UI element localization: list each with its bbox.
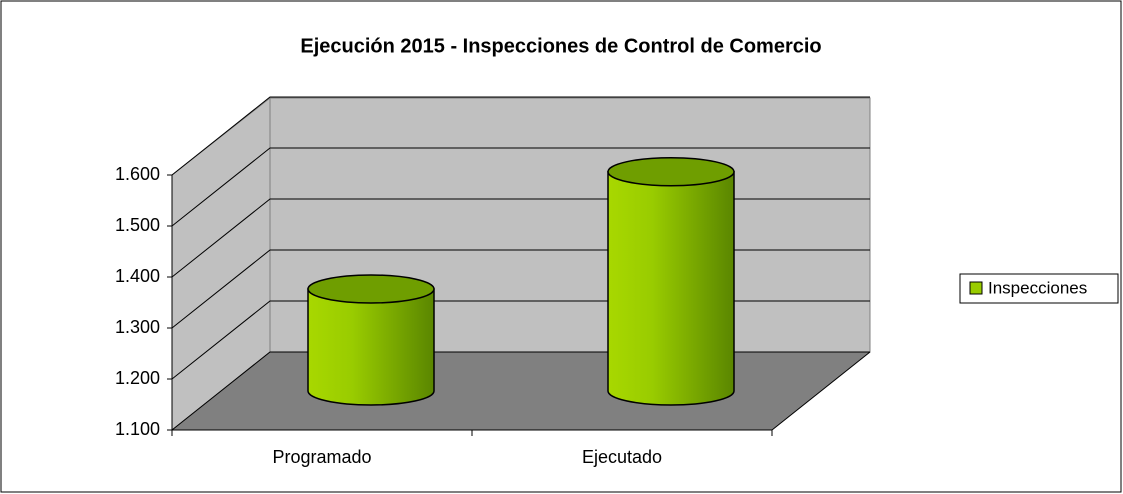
legend-swatch bbox=[969, 281, 983, 295]
y-tick-label: 1.200 bbox=[115, 368, 160, 388]
cylinder bbox=[307, 274, 435, 406]
y-tick-label: 1.400 bbox=[115, 266, 160, 286]
cylinder-top bbox=[307, 274, 435, 304]
floor bbox=[172, 352, 870, 430]
marks bbox=[307, 156, 735, 406]
x-tick-label: Programado bbox=[272, 447, 371, 467]
chart-title: Ejecución 2015 - Inspecciones de Control… bbox=[300, 35, 821, 57]
cylinder-body bbox=[607, 170, 735, 406]
cylinder-top bbox=[607, 156, 735, 187]
x-tick-label: Ejecutado bbox=[582, 447, 662, 467]
y-tick-label: 1.500 bbox=[115, 215, 160, 235]
grid-line bbox=[171, 96, 870, 176]
y-tick-label: 1.100 bbox=[115, 419, 160, 439]
cylinder bbox=[607, 156, 735, 406]
legend-label: Inspecciones bbox=[988, 278, 1087, 297]
cylinder-body bbox=[307, 288, 435, 406]
y-tick-label: 1.600 bbox=[115, 164, 160, 184]
floor-edge bbox=[771, 351, 871, 431]
grid-line bbox=[171, 147, 870, 227]
legend bbox=[959, 273, 1119, 304]
y-tick-label: 1.300 bbox=[115, 317, 160, 337]
